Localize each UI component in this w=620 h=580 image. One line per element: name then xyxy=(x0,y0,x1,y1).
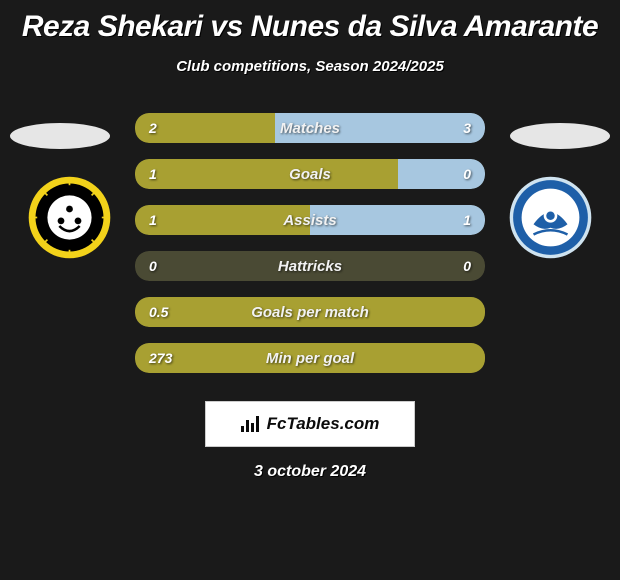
brand-text: FcTables.com xyxy=(267,414,380,434)
brand-box: FcTables.com xyxy=(205,401,415,447)
subtitle: Club competitions, Season 2024/2025 xyxy=(0,58,620,75)
stat-label: Hattricks xyxy=(135,251,485,281)
team-badge-right xyxy=(508,175,593,260)
team-badge-left xyxy=(27,175,112,260)
stat-label: Goals per match xyxy=(135,297,485,327)
stat-row: 11Assists xyxy=(135,205,485,235)
sepahan-icon xyxy=(27,175,112,260)
stat-row: 23Matches xyxy=(135,113,485,143)
stat-row: 10Goals xyxy=(135,159,485,189)
comparison-arena: 23Matches 10Goals 11Assists 00Hattricks 0.5G… xyxy=(0,95,620,395)
stat-bars: 23Matches 10Goals 11Assists 00Hattricks 0.5G… xyxy=(135,113,485,389)
date-text: 3 october 2024 xyxy=(0,463,620,481)
esteghlal-khuzestan-icon xyxy=(508,175,593,260)
barchart-icon xyxy=(241,416,261,432)
page-title: Reza Shekari vs Nunes da Silva Amarante xyxy=(0,0,620,44)
stat-label: Matches xyxy=(135,113,485,143)
stat-row: 273Min per goal xyxy=(135,343,485,373)
stat-label: Assists xyxy=(135,205,485,235)
stat-row: 00Hattricks xyxy=(135,251,485,281)
shadow-left xyxy=(10,123,110,149)
stat-label: Goals xyxy=(135,159,485,189)
stat-row: 0.5Goals per match xyxy=(135,297,485,327)
shadow-right xyxy=(510,123,610,149)
stat-label: Min per goal xyxy=(135,343,485,373)
